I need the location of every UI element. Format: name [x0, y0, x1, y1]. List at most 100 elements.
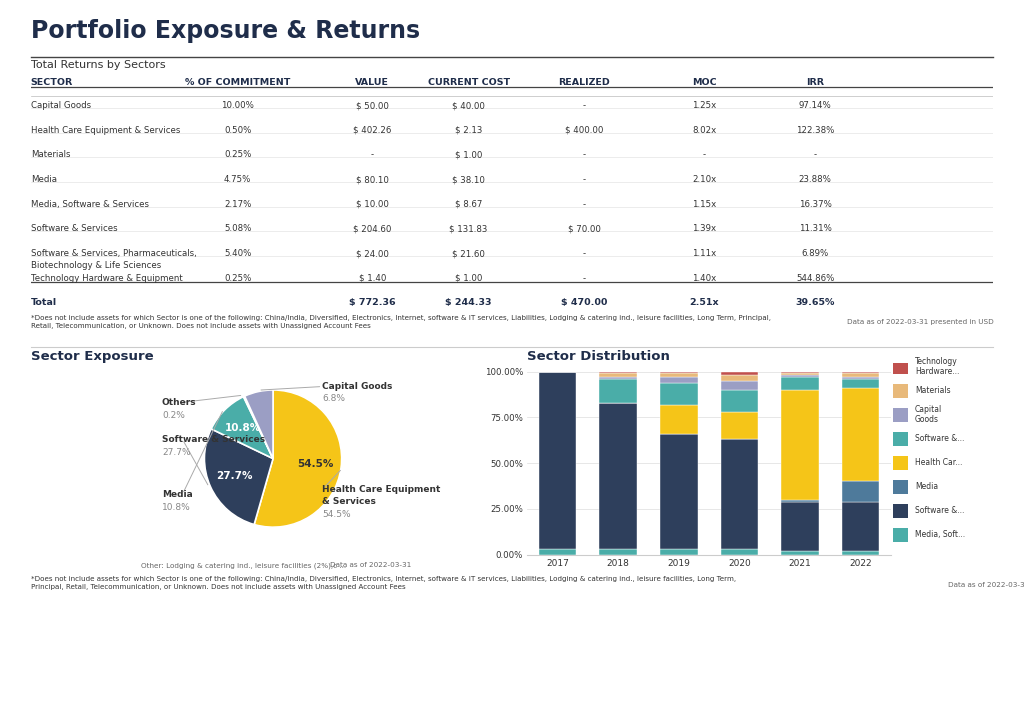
Bar [781, 376, 819, 377]
Bar [599, 549, 637, 555]
Text: 10.00%: 10.00% [221, 101, 254, 110]
Text: Media, Software & Services: Media, Software & Services [31, 199, 148, 209]
Text: 23.88%: 23.88% [799, 175, 831, 184]
Text: -: - [583, 249, 586, 258]
Text: Health Care Equipment: Health Care Equipment [323, 485, 440, 494]
Bar [842, 388, 880, 481]
Bar [842, 551, 880, 555]
Wedge shape [244, 396, 273, 459]
Text: 16.37%: 16.37% [799, 199, 831, 209]
Text: 122.38%: 122.38% [796, 125, 835, 135]
Text: 2.51x: 2.51x [690, 299, 719, 307]
Text: Media: Media [162, 490, 193, 499]
Text: Biotechnology & Life Sciences: Biotechnology & Life Sciences [31, 261, 161, 270]
Text: 10.8%: 10.8% [225, 423, 261, 434]
Text: Sector Distribution: Sector Distribution [527, 350, 671, 363]
Text: 2.17%: 2.17% [224, 199, 251, 209]
Text: 0.25%: 0.25% [224, 150, 251, 160]
Text: $ 470.00: $ 470.00 [561, 299, 607, 307]
Text: $ 50.00: $ 50.00 [356, 101, 389, 110]
Text: 97.14%: 97.14% [799, 101, 831, 110]
Text: Data as of 2022-03-31: Data as of 2022-03-31 [331, 563, 412, 568]
Text: 6.89%: 6.89% [802, 249, 828, 258]
Text: $ 24.00: $ 24.00 [356, 249, 389, 258]
Text: 27.7%: 27.7% [162, 448, 190, 457]
Text: SECTOR: SECTOR [31, 78, 73, 87]
Text: 0.50%: 0.50% [224, 125, 251, 135]
Text: Health Care Equipment & Services: Health Care Equipment & Services [31, 125, 180, 135]
Text: Data as of 2022-03-31 presented in USD: Data as of 2022-03-31 presented in USD [847, 319, 993, 325]
Text: 27.7%: 27.7% [216, 471, 253, 481]
Text: $ 402.26: $ 402.26 [353, 125, 391, 135]
Text: 1.40x: 1.40x [692, 274, 717, 283]
Text: -: - [583, 274, 586, 283]
Text: 54.5%: 54.5% [297, 460, 334, 470]
Text: *Does not include assets for which Sector is one of the following: China/India, : *Does not include assets for which Secto… [31, 315, 771, 329]
Text: Media: Media [915, 482, 938, 491]
Text: REALIZED: REALIZED [558, 78, 610, 87]
Bar [599, 377, 637, 379]
Text: 5.08%: 5.08% [224, 224, 251, 233]
Text: 6.8%: 6.8% [323, 394, 345, 403]
Text: $ 131.83: $ 131.83 [450, 224, 487, 233]
Text: $ 1.00: $ 1.00 [455, 274, 482, 283]
Text: $ 2.13: $ 2.13 [455, 125, 482, 135]
Text: VALUE: VALUE [355, 78, 389, 87]
Text: Capital Goods: Capital Goods [323, 382, 393, 391]
Text: Total: Total [31, 299, 57, 307]
Text: 4.75%: 4.75% [224, 175, 251, 184]
Bar [660, 405, 697, 434]
Text: 10.8%: 10.8% [162, 502, 190, 512]
Text: 0.2%: 0.2% [162, 411, 184, 420]
Text: Materials: Materials [31, 150, 71, 160]
Bar [721, 390, 758, 412]
Text: Data as of 2022-03-31: Data as of 2022-03-31 [948, 581, 1024, 587]
Bar [842, 379, 880, 388]
Text: $ 38.10: $ 38.10 [453, 175, 485, 184]
Text: 8.02x: 8.02x [692, 125, 717, 135]
Text: 54.5%: 54.5% [323, 510, 351, 518]
Bar [781, 502, 819, 551]
Text: -: - [583, 150, 586, 160]
Text: Software & Services: Software & Services [162, 435, 265, 444]
Bar [660, 383, 697, 405]
Text: Others: Others [162, 398, 197, 407]
Bar [842, 373, 880, 377]
Text: $ 1.40: $ 1.40 [358, 274, 386, 283]
Wedge shape [254, 390, 342, 527]
Text: 544.86%: 544.86% [796, 274, 835, 283]
FancyBboxPatch shape [893, 360, 907, 374]
Wedge shape [211, 397, 273, 459]
Text: MOC: MOC [692, 78, 717, 87]
Bar [842, 377, 880, 379]
FancyBboxPatch shape [893, 504, 907, 518]
Bar [842, 481, 880, 502]
Text: 1.25x: 1.25x [692, 101, 717, 110]
Text: CURRENT COST: CURRENT COST [428, 78, 510, 87]
Text: Total Returns by Sectors: Total Returns by Sectors [31, 60, 165, 70]
Bar [660, 377, 697, 383]
Bar [721, 372, 758, 376]
Text: 0.25%: 0.25% [224, 274, 251, 283]
Bar [781, 551, 819, 555]
Text: Capital Goods: Capital Goods [31, 101, 91, 110]
Text: Software &...: Software &... [915, 506, 965, 515]
Bar [781, 372, 819, 373]
FancyBboxPatch shape [893, 384, 907, 398]
Text: 2.10x: 2.10x [692, 175, 717, 184]
Bar [599, 379, 637, 403]
Bar [660, 372, 697, 373]
Text: Media, Soft...: Media, Soft... [915, 530, 966, 539]
Text: & Services: & Services [323, 497, 377, 506]
Text: -: - [371, 150, 374, 160]
Text: Portfolio Exposure & Returns: Portfolio Exposure & Returns [31, 19, 420, 44]
FancyBboxPatch shape [893, 480, 907, 494]
Wedge shape [205, 429, 273, 524]
Text: Software &...: Software &... [915, 434, 965, 443]
Text: $ 244.33: $ 244.33 [445, 299, 492, 307]
Bar [721, 549, 758, 555]
Bar [721, 412, 758, 439]
Text: -: - [583, 199, 586, 209]
Bar [721, 376, 758, 381]
Text: Software & Services: Software & Services [31, 224, 118, 233]
